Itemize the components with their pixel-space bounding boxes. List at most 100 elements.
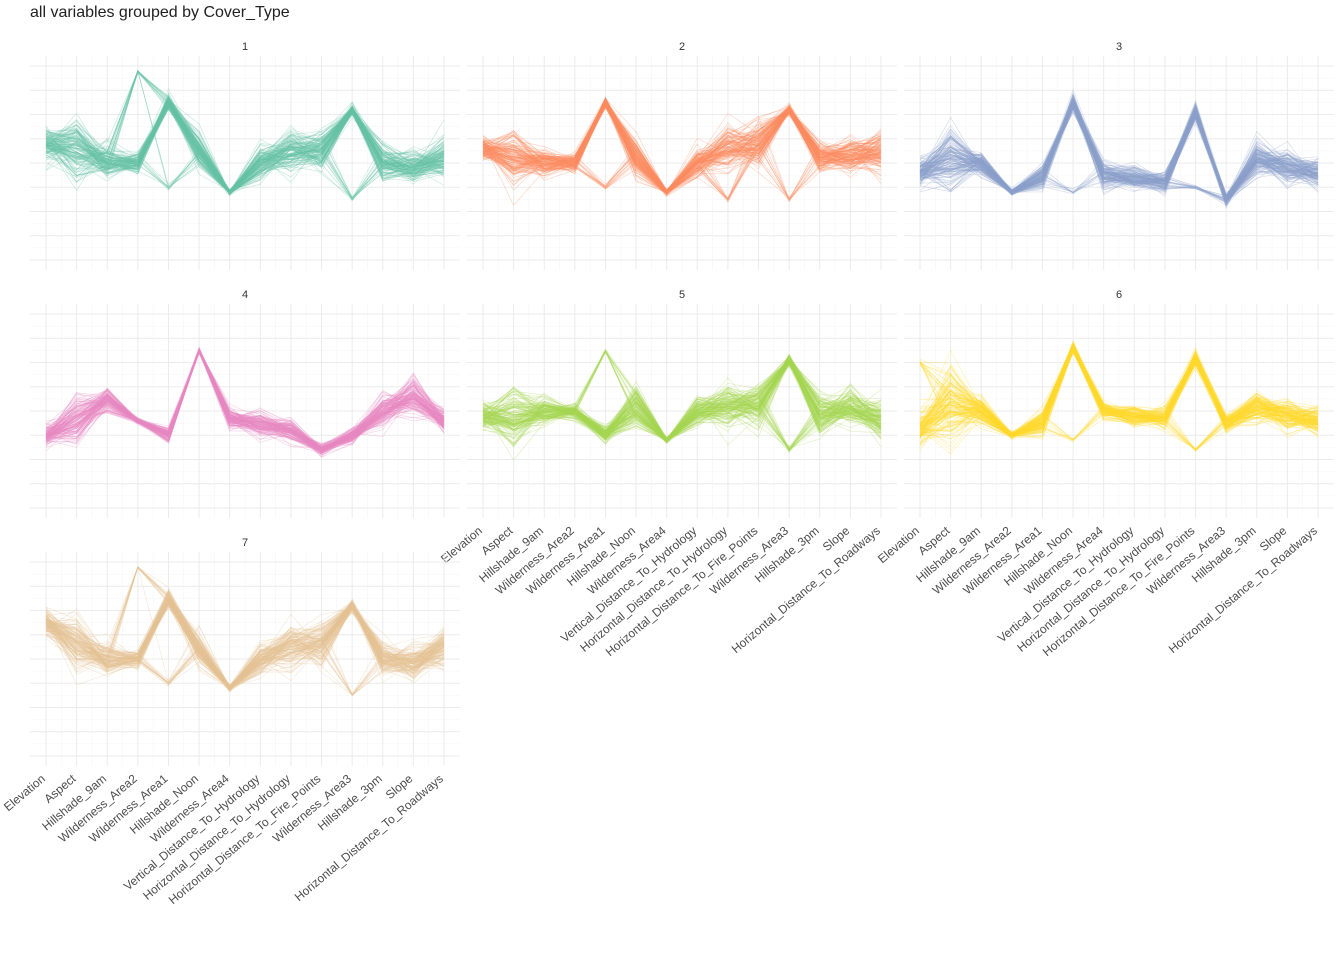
series-line-4-76: [45, 348, 445, 451]
series-line-5-58: [482, 359, 882, 461]
series-line-4-46: [45, 349, 445, 453]
series-line-1-35: [45, 70, 445, 194]
series-line-6-4: [919, 349, 1319, 436]
series-line-3-115: [919, 96, 1319, 198]
series-line-1-42: [45, 99, 445, 195]
series-line-1-43: [45, 107, 445, 192]
series-line-7-14: [45, 602, 445, 690]
series-line-6-67: [919, 342, 1319, 437]
series-line-1-67: [45, 72, 445, 192]
series-line-3-60: [919, 98, 1319, 203]
series-line-4-74: [45, 350, 445, 450]
series-line-3-36: [919, 99, 1319, 201]
series-line-2-42: [482, 103, 882, 193]
series-line-7-39: [45, 604, 445, 689]
series-line-6-10: [919, 345, 1319, 440]
series-line-5-95: [482, 355, 882, 440]
series-line-5-45: [482, 392, 882, 451]
series-line-1-56: [45, 101, 445, 195]
series-line-3-90: [919, 153, 1319, 196]
series-line-1-84: [45, 101, 445, 194]
series-line-4-24: [45, 351, 445, 449]
series-line-2-77: [482, 101, 882, 192]
series-line-7-15: [45, 599, 445, 690]
series-line-3-122: [919, 105, 1319, 199]
series-lines-5: [482, 348, 882, 461]
series-line-1-112: [45, 103, 445, 193]
series-line-7-63: [45, 597, 445, 696]
series-line-2-19: [482, 105, 882, 192]
facet-label-6: 6: [1116, 289, 1122, 301]
series-line-1-120: [45, 102, 445, 200]
series-line-2-88: [482, 107, 882, 193]
series-line-2-26: [482, 106, 882, 192]
series-line-3-46: [919, 103, 1319, 197]
series-line-4-105: [45, 351, 445, 453]
series-line-2-52: [482, 102, 882, 193]
series-line-1-116: [45, 70, 445, 193]
facet-panel-2: 2: [467, 41, 897, 270]
series-line-5-131: [482, 395, 882, 451]
series-line-7-51: [45, 596, 445, 689]
series-line-6-78: [919, 351, 1319, 434]
series-line-3-132: [919, 102, 1319, 201]
series-line-4-83: [45, 350, 445, 448]
series-line-6-125: [919, 348, 1319, 437]
series-line-4-44: [45, 349, 445, 450]
series-line-1-1: [45, 97, 445, 194]
series-line-6-73: [919, 346, 1319, 451]
series-line-6-21: [919, 346, 1319, 437]
series-line-7-4: [45, 598, 445, 688]
series-line-2-90: [482, 101, 882, 194]
series-line-2-62: [482, 100, 882, 195]
series-line-1-95: [45, 105, 445, 195]
series-line-5-122: [482, 353, 882, 442]
series-line-3-37: [919, 107, 1319, 201]
series-line-2-68: [482, 103, 882, 194]
series-line-4-62: [45, 349, 445, 450]
series-line-5-96: [482, 351, 882, 444]
series-line-4-38: [45, 351, 445, 452]
series-line-4-47: [45, 349, 445, 454]
series-line-3-24: [919, 101, 1319, 200]
series-line-6-135: [919, 348, 1319, 437]
series-line-6-109: [919, 355, 1319, 443]
series-line-3-123: [919, 95, 1319, 202]
series-line-5-72: [482, 354, 882, 440]
series-line-5-99: [482, 362, 882, 441]
series-line-3-103: [919, 112, 1319, 200]
series-line-4-95: [45, 348, 445, 449]
series-line-5-32: [482, 359, 882, 441]
series-line-6-46: [919, 347, 1319, 436]
series-line-4-42: [45, 349, 445, 453]
series-line-6-23: [919, 346, 1319, 437]
series-line-2-22: [482, 109, 882, 202]
series-line-5-40: [482, 356, 882, 443]
series-line-4-101: [45, 350, 445, 450]
series-line-1-97: [45, 102, 445, 193]
series-line-1-37: [45, 97, 445, 192]
series-line-2-110: [482, 105, 882, 201]
series-line-3-66: [919, 99, 1319, 208]
series-line-1-107: [45, 69, 445, 195]
series-line-3-93: [919, 107, 1319, 201]
series-line-2-57: [482, 100, 882, 193]
series-line-2-47: [482, 100, 882, 194]
series-line-3-119: [919, 106, 1319, 201]
series-line-2-13: [482, 103, 882, 193]
series-line-4-23: [45, 350, 445, 453]
series-line-5-24: [482, 355, 882, 441]
series-line-7-83: [45, 600, 445, 690]
series-line-7-13: [45, 565, 445, 695]
series-line-4-25: [45, 352, 445, 451]
series-line-2-33: [482, 101, 882, 194]
series-line-4-114: [45, 348, 445, 452]
series-line-1-8: [45, 101, 445, 193]
series-line-3-0: [919, 103, 1319, 201]
series-line-2-34: [482, 99, 882, 202]
series-line-5-123: [482, 358, 882, 443]
series-lines-1: [45, 69, 445, 202]
series-line-3-48: [919, 103, 1319, 196]
series-line-5-134: [482, 357, 882, 440]
